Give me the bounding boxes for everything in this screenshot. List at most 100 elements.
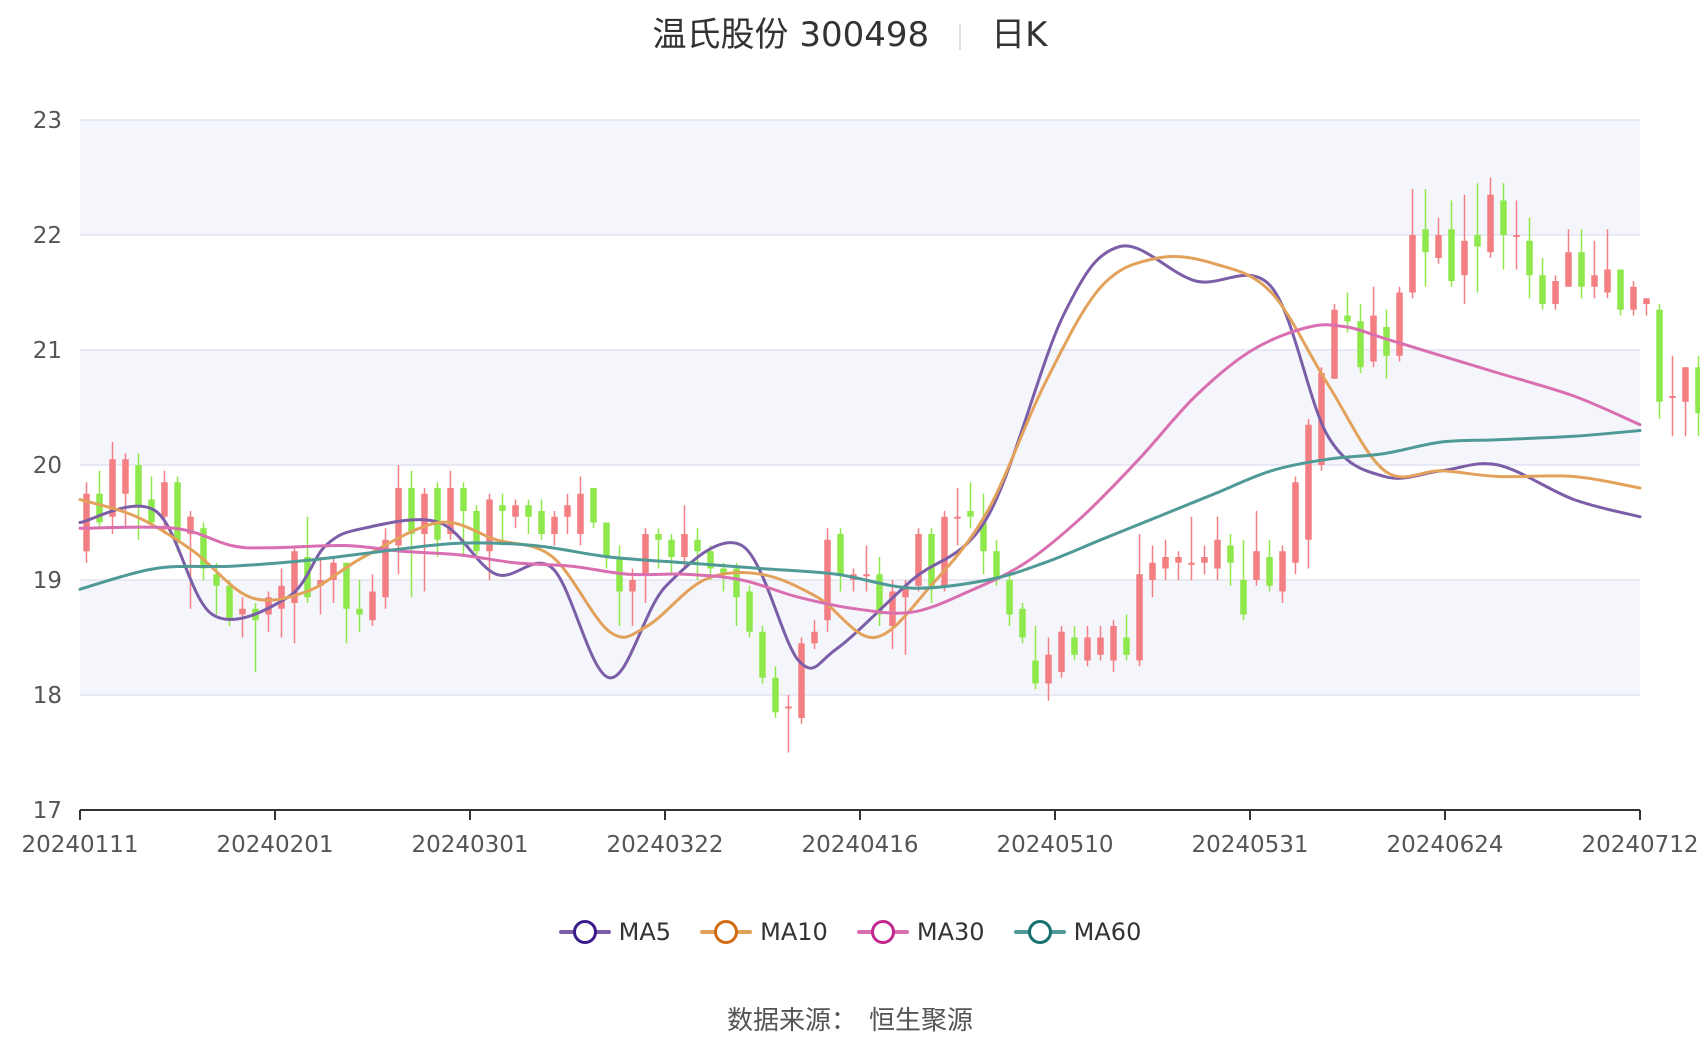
candle [187,511,194,609]
candle-body [889,591,896,626]
candle-body [1214,539,1221,569]
source-value: 恒生聚源 [869,1006,974,1036]
candle [135,453,142,540]
candle [1084,626,1091,667]
plot-band [80,350,1640,465]
candle-body [1084,637,1091,661]
ma30-legend-label: MA30 [916,918,985,946]
candle-body [174,482,181,540]
candle [1422,189,1429,287]
candle [1110,620,1117,672]
y-tick-label: 19 [33,568,62,594]
candle [343,562,350,644]
candle [512,499,519,529]
candle-body [525,505,532,517]
candle-body [1292,482,1299,563]
candle [837,528,844,592]
ma-line-ma10 [78,254,1642,640]
candle [278,568,285,638]
ma60-legend-label: MA60 [1073,918,1142,946]
candle [1266,539,1273,592]
candle-body [122,459,129,494]
candle-body [330,562,337,580]
candle-body [629,580,636,592]
candle-body [538,511,545,534]
candle [707,545,714,580]
candle-body [1110,626,1117,661]
x-axis: 20240111 20240201 20240301 20240322 20240416… [21,809,1699,858]
candle-body [1396,292,1403,356]
chart-title: 温氏股份 300498 日K [0,10,1700,60]
candle-body [863,574,870,577]
candle-body [1370,315,1377,362]
x-tick-label: 20240624 [1386,832,1503,858]
candle [1695,355,1700,437]
period-label: 日K [991,15,1048,55]
candle [1643,298,1650,316]
legend-item-ma60[interactable]: MA60 [1013,918,1142,946]
candle-body [772,677,779,713]
candle [1136,534,1143,667]
candle [876,557,883,626]
legend-item-ma30[interactable]: MA30 [856,918,985,946]
candle [785,695,792,753]
candle [1383,309,1390,379]
candle-body [1656,309,1663,402]
candle [1669,355,1676,437]
candle [1539,258,1546,310]
candle [1292,476,1299,575]
candle [1071,626,1078,661]
candle [1214,516,1221,580]
candle [772,666,779,718]
candle [1474,183,1481,293]
candle-body [785,706,792,709]
x-tick-label: 20240510 [996,832,1113,858]
candle-body [317,580,324,586]
candle-body [837,534,844,575]
candle [746,585,753,638]
candle-body [1253,551,1260,580]
candle-body [1045,654,1052,684]
candle [499,493,506,546]
candle-body [265,597,272,615]
candle [811,620,818,649]
candle-body [811,631,818,644]
y-tick-label: 18 [33,683,62,709]
candle-body [447,488,454,534]
candle-body [941,516,948,586]
data-source: 数据来源： 恒生聚源 [0,1000,1700,1037]
candle [1227,534,1234,586]
candle-body [954,516,961,519]
candle [83,482,90,563]
candle-body [1305,424,1312,540]
candle [1630,281,1637,316]
candle [1565,229,1572,287]
candle-body [876,574,883,615]
candle [408,470,415,598]
candle-body [1448,229,1455,281]
candle [265,591,272,632]
ma5-legend-label: MA5 [618,918,672,946]
candle [980,493,987,575]
candle-body [980,522,987,552]
candle-body [1058,631,1065,672]
candle [330,557,337,603]
candle-body [1409,235,1416,293]
candle-body [408,488,415,534]
legend-item-ma5[interactable]: MA5 [558,918,672,946]
candle [1604,229,1611,299]
candle-body [1227,545,1234,563]
candle [122,453,129,529]
candle-body [1357,321,1364,368]
candle [824,528,831,632]
candle-body [1279,551,1286,592]
candle-body [1201,557,1208,563]
candle-body [577,493,584,534]
legend-item-ma10[interactable]: MA10 [700,918,828,946]
candle [1578,229,1585,299]
plot-background [80,120,1640,695]
candle-body [655,534,662,540]
x-tick-label: 20240322 [606,832,723,858]
candle [1461,194,1468,304]
candle-body [369,591,376,621]
